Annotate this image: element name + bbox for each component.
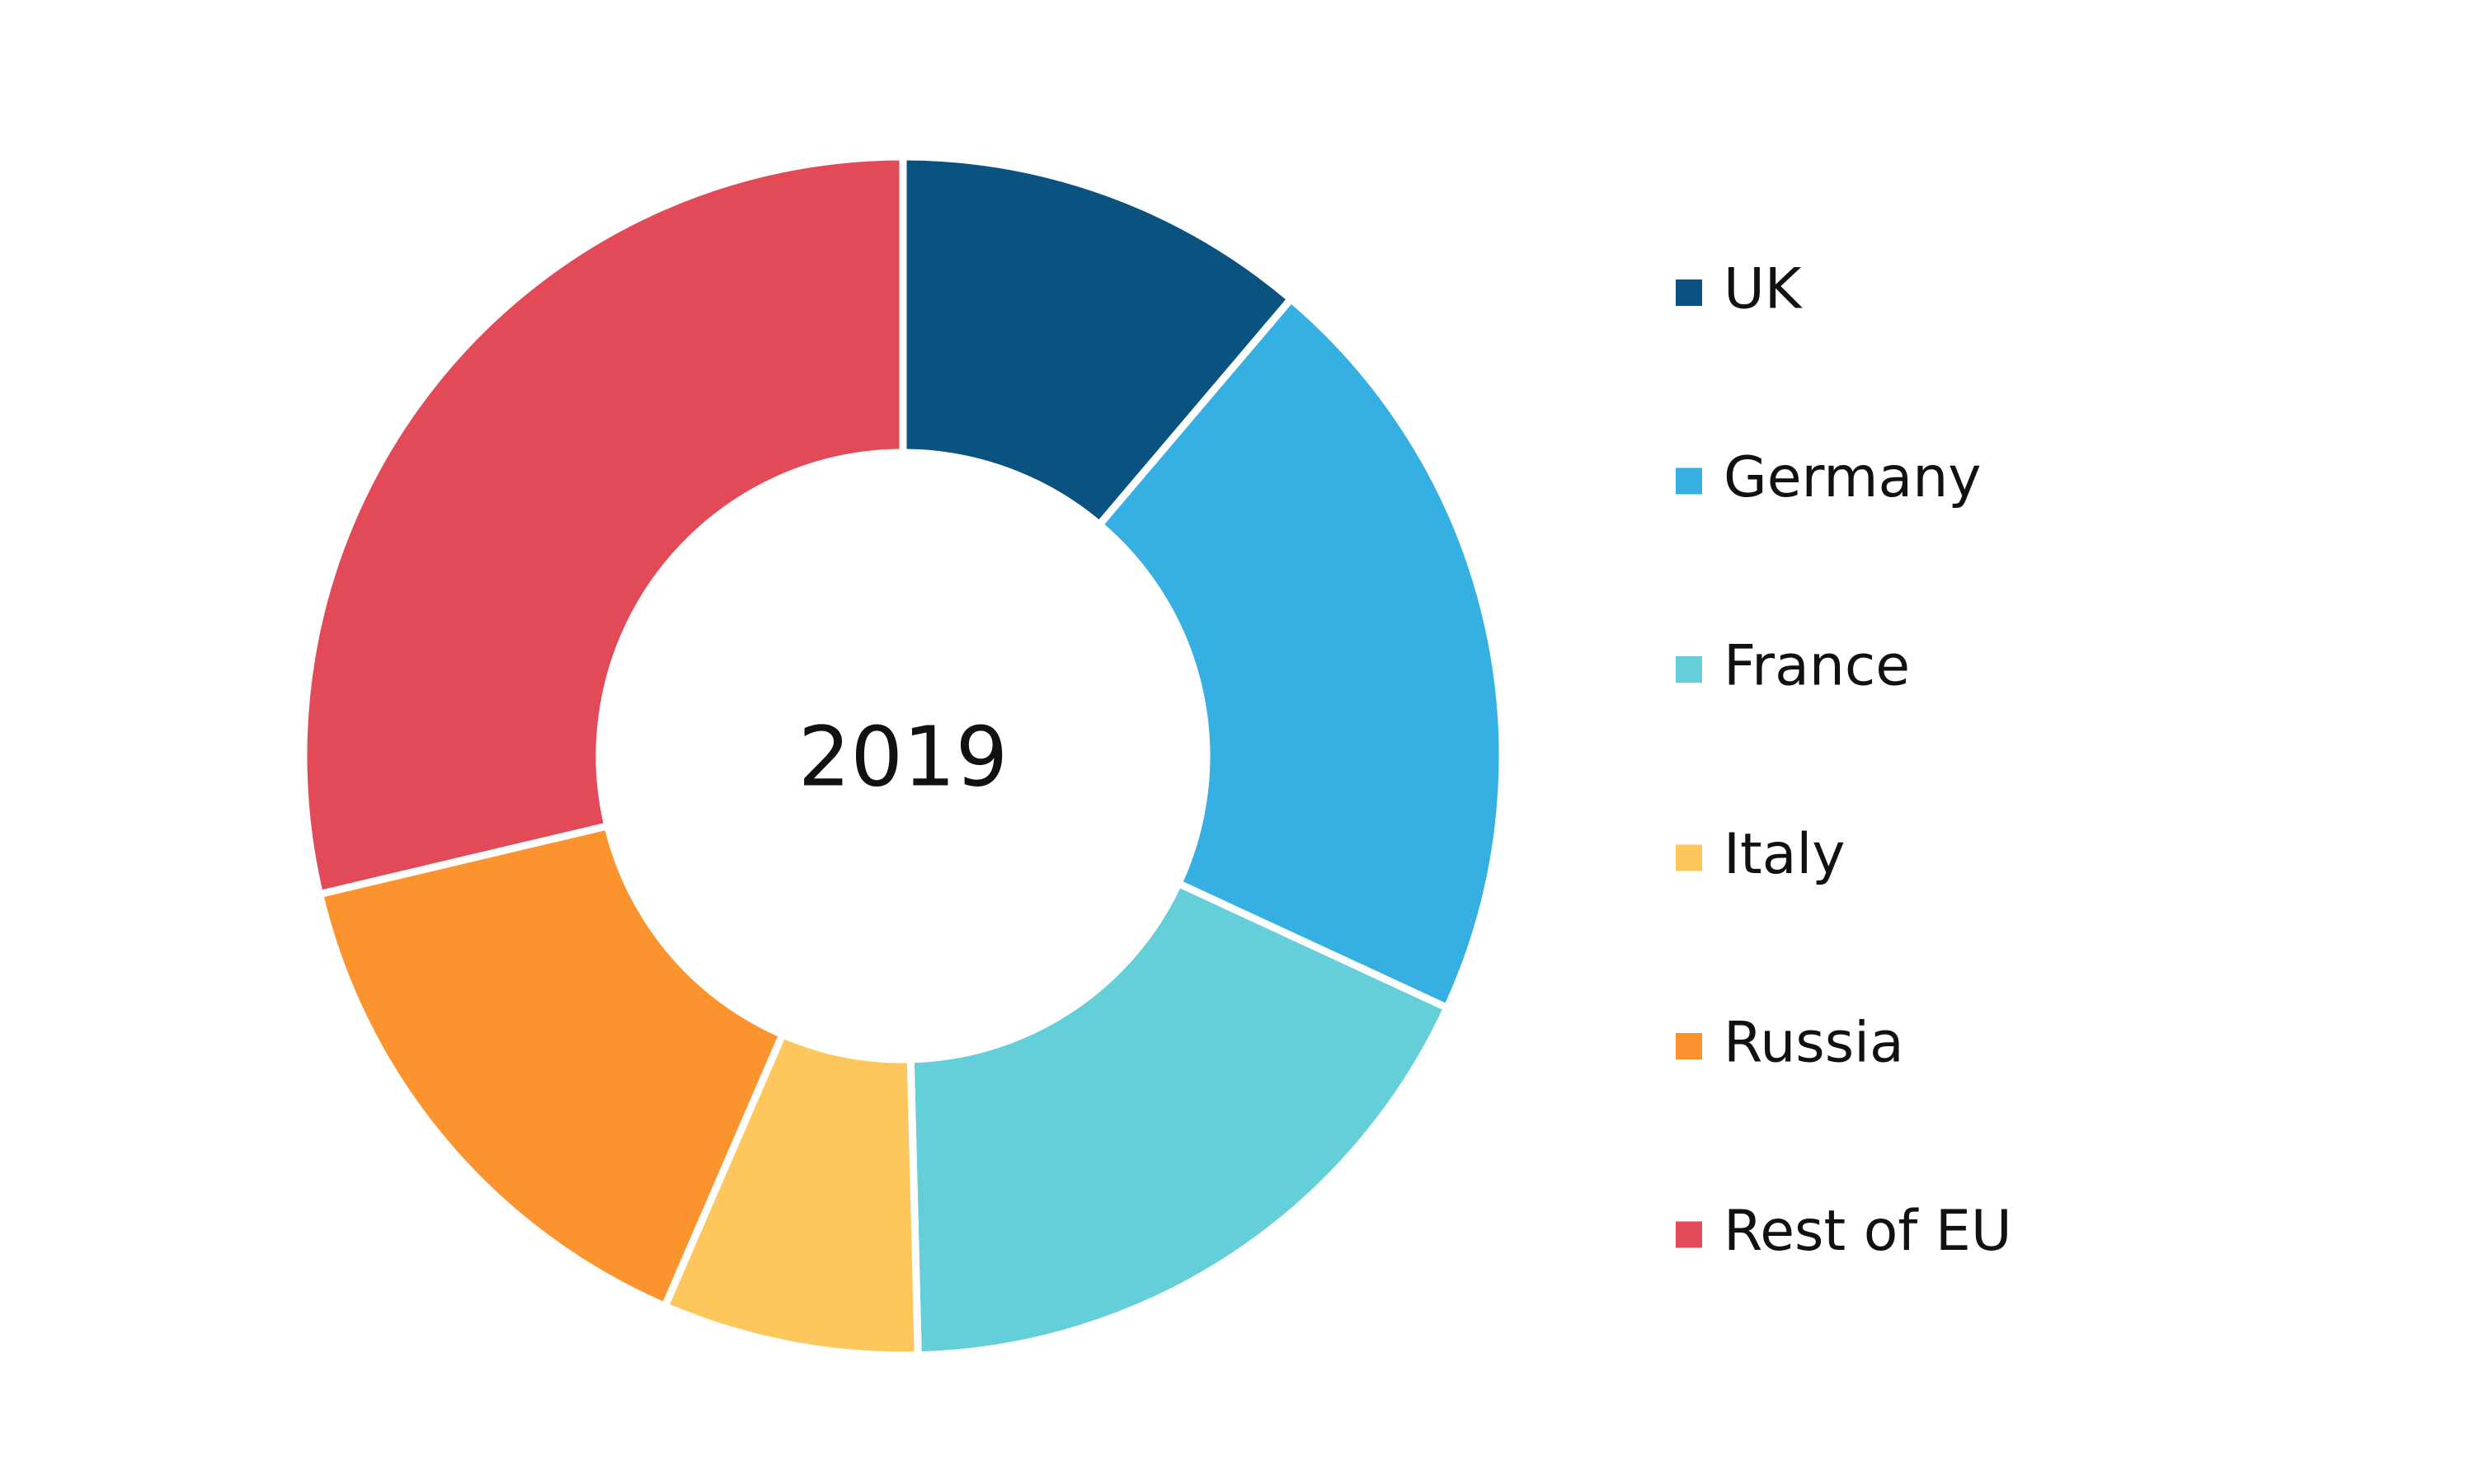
legend-label: UK: [1724, 257, 1804, 322]
donut-slice: [1094, 294, 1507, 1013]
legend-swatch: [1676, 279, 1702, 306]
center-label: 2019: [798, 708, 1009, 805]
donut-slice: [899, 153, 1296, 530]
legend-swatch: [1676, 656, 1702, 683]
donut-slice: [299, 153, 907, 899]
legend-label: Germany: [1724, 445, 1982, 510]
donut-slice: [906, 878, 1452, 1360]
legend-swatch: [1676, 467, 1702, 495]
donut-slice: [315, 821, 788, 1312]
legend-label: Italy: [1724, 822, 1846, 887]
legend-label: Russia: [1724, 1011, 1904, 1076]
legend-label: Rest of EU: [1724, 1199, 2012, 1264]
legend-swatch: [1676, 1221, 1702, 1248]
legend-swatch: [1676, 844, 1702, 871]
legend-label: France: [1724, 634, 1910, 699]
donut-slice: [660, 1029, 922, 1360]
legend-swatch: [1676, 1033, 1702, 1059]
